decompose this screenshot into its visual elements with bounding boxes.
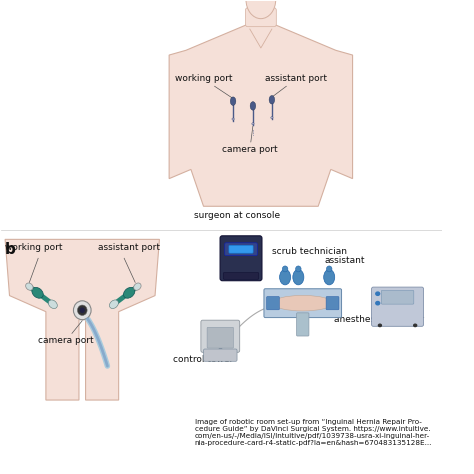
Ellipse shape [232,118,234,120]
Text: working port: working port [175,74,233,99]
Ellipse shape [271,117,273,118]
Ellipse shape [280,270,291,285]
Ellipse shape [134,283,141,290]
Ellipse shape [48,300,57,309]
FancyBboxPatch shape [372,287,424,326]
FancyBboxPatch shape [207,327,234,348]
Polygon shape [169,24,353,206]
FancyBboxPatch shape [381,291,414,304]
Ellipse shape [378,323,382,327]
Text: assistant: assistant [325,256,365,265]
Ellipse shape [246,0,276,18]
Text: anesthesia provider: anesthesia provider [334,315,424,324]
Ellipse shape [269,95,274,104]
Ellipse shape [230,97,236,105]
Ellipse shape [32,287,43,298]
Ellipse shape [283,266,288,272]
FancyBboxPatch shape [220,236,262,281]
FancyBboxPatch shape [201,320,240,352]
FancyBboxPatch shape [203,349,237,361]
Text: working port: working port [5,243,63,252]
Text: Image of robotic room set-up from “Inguinal Hernia Repair Pro-
cedure Guide” by : Image of robotic room set-up from “Ingui… [195,419,432,446]
Ellipse shape [375,301,380,306]
Ellipse shape [109,300,118,309]
Ellipse shape [124,287,135,298]
Ellipse shape [375,292,380,296]
Ellipse shape [273,295,333,311]
FancyBboxPatch shape [229,245,253,253]
Text: scrub technician: scrub technician [272,247,347,256]
Ellipse shape [250,101,255,110]
FancyBboxPatch shape [264,289,342,318]
Ellipse shape [327,266,332,272]
FancyBboxPatch shape [297,313,309,336]
Text: assistant port: assistant port [98,243,160,252]
Ellipse shape [26,283,33,290]
FancyBboxPatch shape [266,297,279,310]
Ellipse shape [293,270,304,285]
FancyBboxPatch shape [246,8,276,27]
Ellipse shape [73,301,91,319]
Text: assistant port: assistant port [265,74,327,97]
Ellipse shape [413,323,418,327]
Text: camera port: camera port [38,320,94,345]
Text: camera port: camera port [222,126,278,154]
FancyBboxPatch shape [225,243,257,255]
Ellipse shape [77,305,87,316]
Ellipse shape [296,266,301,272]
Text: b: b [5,242,16,257]
Ellipse shape [324,270,335,285]
Polygon shape [5,239,159,400]
Ellipse shape [80,308,85,313]
Text: surgeon at console: surgeon at console [193,211,280,220]
Ellipse shape [252,123,254,125]
Text: control tower: control tower [173,355,234,364]
FancyBboxPatch shape [223,273,259,279]
FancyBboxPatch shape [326,297,339,310]
